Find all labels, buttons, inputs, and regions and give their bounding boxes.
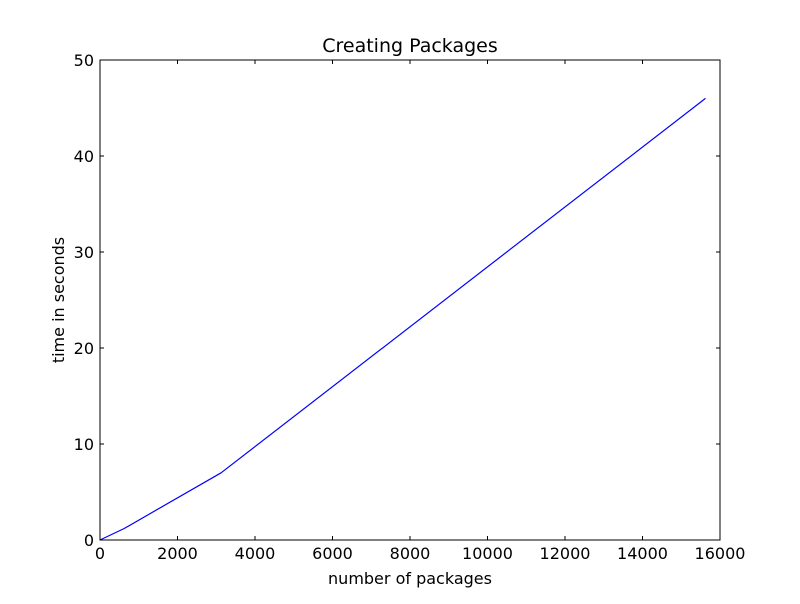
y-tick-label: 30 — [74, 243, 94, 262]
series-layer — [99, 97, 706, 541]
chart-title: Creating Packages — [322, 35, 498, 57]
y-tick-label: 10 — [74, 435, 94, 454]
x-tick-label: 0 — [95, 544, 105, 563]
y-axis-label: time in seconds — [49, 237, 68, 363]
x-axis-label: number of packages — [328, 569, 492, 588]
x-tick-label: 16000 — [695, 544, 746, 563]
x-tick-label: 10000 — [462, 544, 513, 563]
tick-layer: 0 2000 4000 6000 8000 10000 12000 14000 16000 0 10… — [74, 51, 746, 563]
plot-frame — [99, 59, 721, 541]
x-tick-label: 2000 — [157, 544, 198, 563]
y-tick-label: 0 — [84, 531, 94, 550]
y-tick-label: 40 — [74, 147, 94, 166]
x-tick-label: 6000 — [312, 544, 353, 563]
y-tick-label: 20 — [74, 339, 94, 358]
series-line — [99, 97, 706, 541]
x-tick-label: 14000 — [617, 544, 668, 563]
y-tick-label: 50 — [74, 51, 94, 70]
x-tick-label: 8000 — [390, 544, 431, 563]
plot-area — [100, 60, 720, 540]
x-tick-label: 4000 — [235, 544, 276, 563]
x-tick-label: 12000 — [540, 544, 591, 563]
